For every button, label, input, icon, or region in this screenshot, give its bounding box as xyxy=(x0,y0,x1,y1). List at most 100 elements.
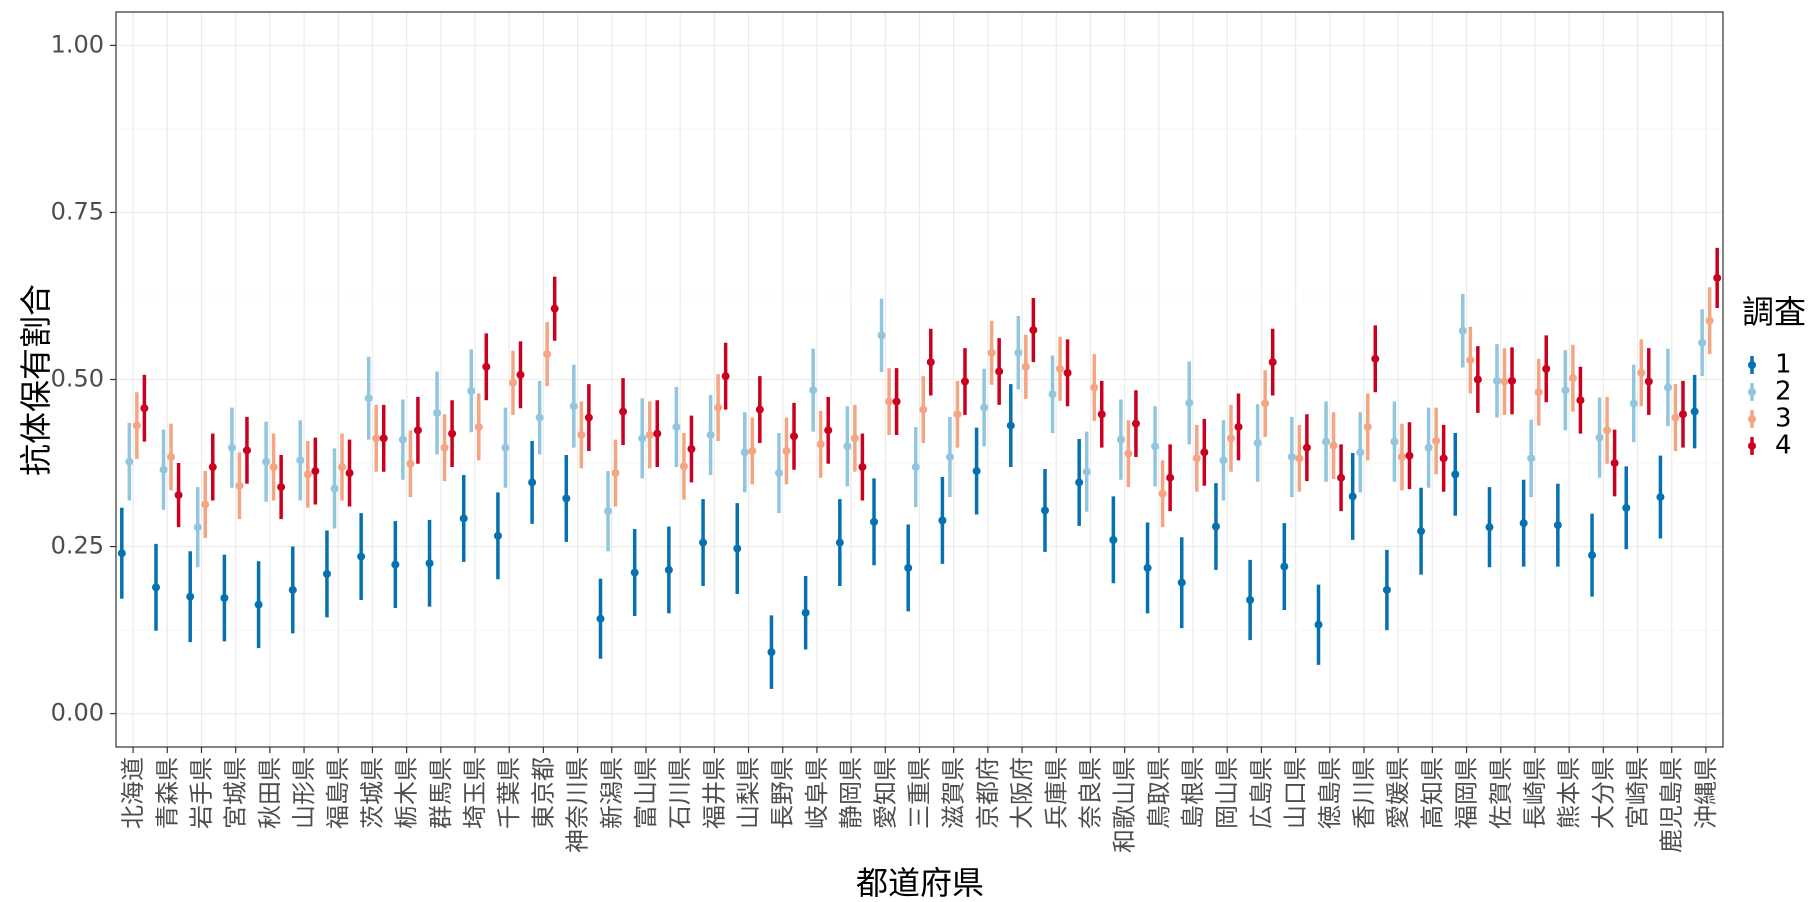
x-tick-label: 大阪府 xyxy=(1008,757,1036,829)
x-tick-label: 秋田県 xyxy=(256,757,284,829)
point xyxy=(1500,377,1509,386)
point xyxy=(733,544,742,553)
point xyxy=(448,429,457,438)
x-tick-label: 静岡県 xyxy=(837,757,865,829)
point xyxy=(296,456,305,465)
y-tick-label: 0.25 xyxy=(51,532,104,560)
point xyxy=(398,435,407,444)
point xyxy=(1356,448,1365,457)
point xyxy=(1390,437,1399,446)
point xyxy=(1466,356,1475,365)
point xyxy=(1576,396,1585,405)
x-tick-label: 香川県 xyxy=(1350,757,1378,829)
x-tick-label: 大分県 xyxy=(1589,757,1617,829)
point xyxy=(413,426,422,435)
point xyxy=(288,585,297,594)
point xyxy=(1131,419,1140,428)
x-tick-label: 山口県 xyxy=(1282,757,1310,829)
point xyxy=(972,467,981,476)
x-tick-label: 熊本県 xyxy=(1555,757,1583,829)
point xyxy=(938,516,947,525)
point xyxy=(208,463,217,472)
point xyxy=(117,549,126,558)
point xyxy=(1622,503,1631,512)
point xyxy=(459,514,468,523)
point xyxy=(995,367,1004,376)
point xyxy=(1363,422,1372,431)
point xyxy=(604,507,613,516)
point xyxy=(262,457,271,466)
point xyxy=(843,442,852,451)
point xyxy=(1713,273,1722,282)
point xyxy=(645,430,654,439)
point xyxy=(672,422,681,431)
x-tick-label: 兵庫県 xyxy=(1042,757,1070,829)
point xyxy=(330,484,339,493)
point xyxy=(1473,375,1482,384)
x-tick-label: 福井県 xyxy=(700,757,728,829)
legend-point xyxy=(1748,361,1756,369)
point xyxy=(1014,348,1023,357)
point xyxy=(721,372,730,381)
point xyxy=(755,405,764,414)
point xyxy=(125,457,134,466)
point xyxy=(1226,434,1235,443)
point xyxy=(152,583,161,592)
point xyxy=(364,394,373,403)
point xyxy=(277,483,286,492)
point xyxy=(653,429,662,438)
point xyxy=(1561,386,1570,395)
point xyxy=(809,386,818,395)
point xyxy=(774,469,783,478)
x-tick-label: 鹿児島県 xyxy=(1658,757,1686,853)
point xyxy=(440,443,449,452)
point xyxy=(1397,453,1406,462)
point xyxy=(543,350,552,359)
point xyxy=(391,560,400,569)
point xyxy=(584,413,593,422)
point xyxy=(516,370,525,379)
point xyxy=(679,462,688,471)
x-tick-label: 佐賀県 xyxy=(1487,757,1515,829)
point xyxy=(1021,362,1030,371)
x-tick-label: 京都府 xyxy=(974,757,1002,829)
point xyxy=(433,408,442,417)
x-tick-label: 埼玉県 xyxy=(461,757,489,829)
point xyxy=(1588,551,1597,560)
point xyxy=(1458,326,1467,335)
point xyxy=(550,304,559,313)
point xyxy=(1253,438,1262,447)
point xyxy=(1671,413,1680,422)
point xyxy=(1040,506,1049,515)
point xyxy=(687,444,696,453)
point xyxy=(1337,473,1346,482)
point xyxy=(186,592,195,601)
point xyxy=(1158,489,1167,498)
x-tick-label: 石川県 xyxy=(666,757,694,829)
point xyxy=(1690,407,1699,416)
point xyxy=(1082,467,1091,476)
point xyxy=(953,410,962,419)
x-tick-label: 沖縄県 xyxy=(1692,757,1720,829)
x-tick-label: 長崎県 xyxy=(1521,757,1549,829)
point xyxy=(357,552,366,561)
point xyxy=(322,569,331,578)
point xyxy=(425,559,434,568)
point xyxy=(1090,383,1099,392)
x-tick-label: 北海道 xyxy=(119,757,147,829)
point xyxy=(619,407,628,416)
point xyxy=(714,403,723,412)
point xyxy=(638,434,647,443)
point xyxy=(945,453,954,462)
point xyxy=(885,397,894,406)
legend-label: 1 xyxy=(1775,350,1792,380)
x-tick-label: 高知県 xyxy=(1418,757,1446,829)
x-tick-label: 広島県 xyxy=(1247,757,1275,829)
point xyxy=(740,448,749,457)
x-tick-label: 和歌山県 xyxy=(1111,757,1139,853)
point xyxy=(790,432,799,441)
point xyxy=(1211,522,1220,531)
x-tick-label: 富山県 xyxy=(632,757,660,829)
point xyxy=(1287,453,1296,462)
